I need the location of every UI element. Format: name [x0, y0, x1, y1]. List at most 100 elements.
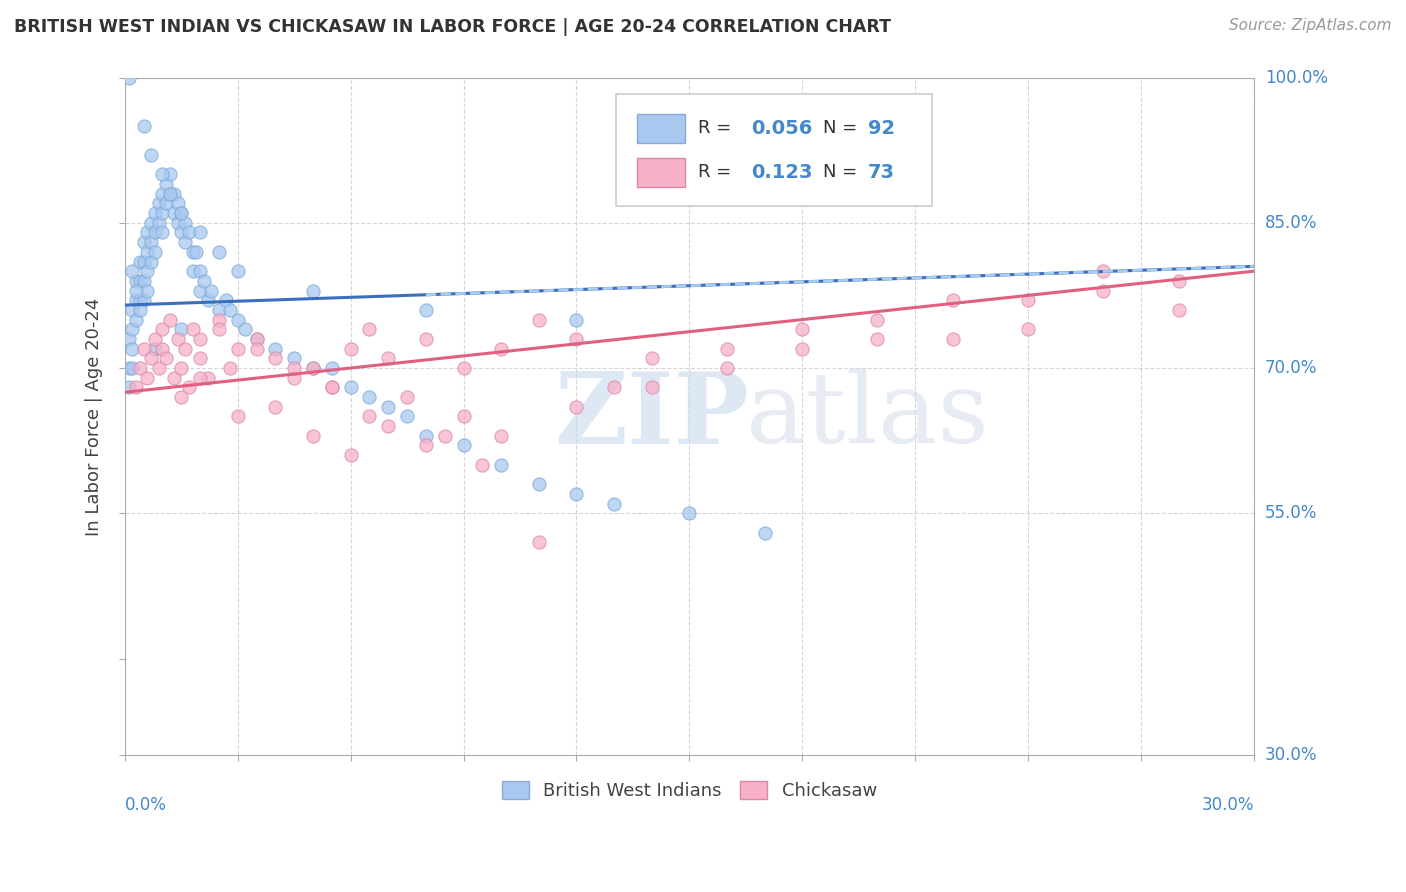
- Point: [125, 274, 148, 288]
- Text: 0.056: 0.056: [751, 119, 813, 138]
- Point: [148, 216, 170, 230]
- Point: [678, 506, 700, 520]
- Point: [433, 429, 456, 443]
- Point: [219, 361, 242, 376]
- Text: 0.0%: 0.0%: [125, 796, 167, 814]
- Point: [121, 302, 143, 317]
- Point: [792, 342, 814, 356]
- Point: [792, 322, 814, 336]
- Y-axis label: In Labor Force | Age 20-24: In Labor Force | Age 20-24: [86, 297, 103, 535]
- Text: 70.0%: 70.0%: [1265, 359, 1317, 377]
- Point: [197, 293, 219, 308]
- Point: [128, 254, 150, 268]
- Text: 0.123: 0.123: [751, 163, 813, 182]
- Point: [177, 226, 200, 240]
- Point: [200, 284, 222, 298]
- Point: [136, 244, 159, 259]
- FancyBboxPatch shape: [637, 114, 685, 143]
- Point: [136, 284, 159, 298]
- Point: [208, 312, 231, 326]
- Point: [1092, 264, 1115, 278]
- Point: [302, 361, 325, 376]
- Point: [163, 370, 186, 384]
- Point: [226, 342, 249, 356]
- Point: [143, 332, 166, 346]
- Point: [866, 332, 889, 346]
- Point: [152, 167, 174, 181]
- Point: [117, 70, 139, 85]
- Point: [132, 254, 155, 268]
- Point: [339, 448, 361, 462]
- Point: [716, 342, 738, 356]
- Point: [155, 351, 177, 366]
- Point: [283, 370, 305, 384]
- Point: [136, 226, 159, 240]
- Point: [166, 216, 188, 230]
- Point: [359, 322, 381, 336]
- FancyBboxPatch shape: [616, 95, 932, 206]
- Point: [415, 438, 437, 452]
- Point: [396, 409, 419, 424]
- Point: [415, 429, 437, 443]
- Point: [302, 429, 325, 443]
- Point: [264, 400, 287, 414]
- Point: [170, 206, 193, 220]
- Point: [866, 312, 889, 326]
- Text: Source: ZipAtlas.com: Source: ZipAtlas.com: [1229, 18, 1392, 33]
- Point: [321, 380, 343, 394]
- Point: [152, 206, 174, 220]
- Point: [359, 409, 381, 424]
- Point: [264, 342, 287, 356]
- Text: R =: R =: [699, 120, 731, 137]
- Text: atlas: atlas: [745, 368, 988, 465]
- Point: [453, 409, 475, 424]
- Point: [181, 322, 204, 336]
- Point: [226, 409, 249, 424]
- Point: [117, 380, 139, 394]
- Point: [603, 380, 626, 394]
- Point: [302, 284, 325, 298]
- Point: [128, 293, 150, 308]
- Point: [188, 332, 211, 346]
- Text: 30.0%: 30.0%: [1201, 796, 1254, 814]
- Point: [132, 119, 155, 133]
- Point: [565, 312, 588, 326]
- Point: [136, 370, 159, 384]
- Text: 55.0%: 55.0%: [1265, 504, 1317, 523]
- Point: [603, 497, 626, 511]
- Point: [152, 342, 174, 356]
- Point: [177, 380, 200, 394]
- Point: [159, 167, 181, 181]
- Text: 100.0%: 100.0%: [1265, 69, 1329, 87]
- Point: [121, 342, 143, 356]
- Text: 30.0%: 30.0%: [1265, 747, 1317, 764]
- Point: [219, 302, 242, 317]
- Point: [117, 332, 139, 346]
- Point: [208, 244, 231, 259]
- Point: [186, 244, 208, 259]
- Point: [125, 293, 148, 308]
- Point: [188, 226, 211, 240]
- Point: [121, 322, 143, 336]
- Point: [226, 264, 249, 278]
- Text: N =: N =: [823, 120, 856, 137]
- Point: [942, 293, 965, 308]
- Point: [377, 351, 399, 366]
- Point: [215, 293, 238, 308]
- Point: [527, 312, 550, 326]
- Point: [1092, 284, 1115, 298]
- Point: [527, 535, 550, 549]
- Point: [148, 196, 170, 211]
- Point: [208, 322, 231, 336]
- Point: [339, 380, 361, 394]
- Point: [1167, 302, 1189, 317]
- Point: [396, 390, 419, 404]
- Point: [188, 264, 211, 278]
- Point: [155, 177, 177, 191]
- Point: [125, 380, 148, 394]
- Point: [141, 351, 163, 366]
- Point: [152, 322, 174, 336]
- Point: [283, 351, 305, 366]
- Point: [245, 332, 267, 346]
- Point: [141, 235, 163, 249]
